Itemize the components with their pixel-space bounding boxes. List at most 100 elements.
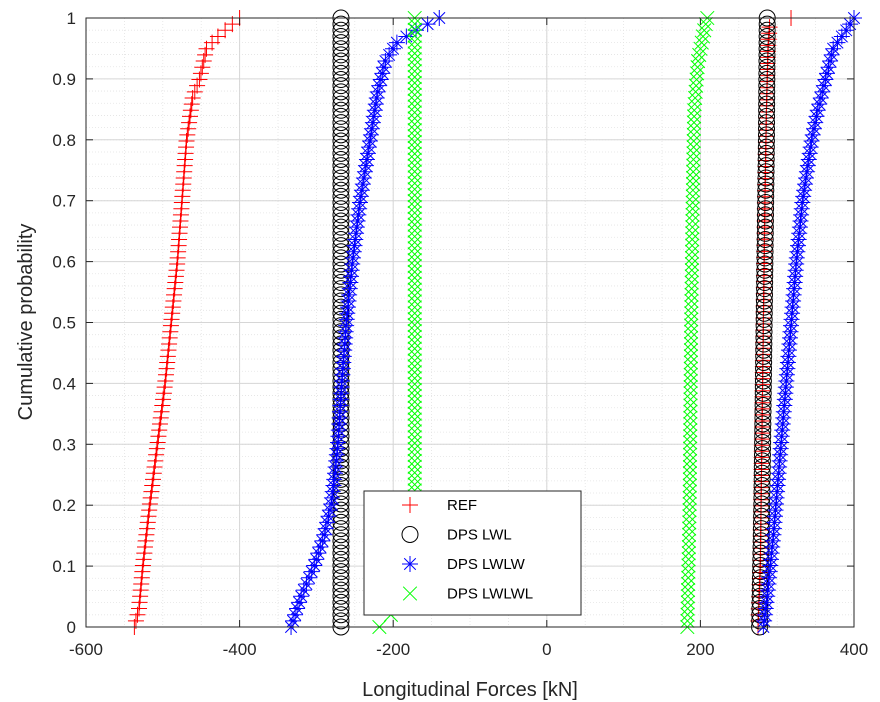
data-point <box>316 526 333 543</box>
data-point <box>781 329 798 346</box>
data-point <box>332 532 350 550</box>
data-point <box>332 150 350 168</box>
data-point <box>148 446 165 463</box>
data-point <box>756 606 773 623</box>
data-point <box>683 367 698 382</box>
data-point <box>686 127 701 143</box>
data-point <box>371 77 388 94</box>
data-point <box>754 390 772 408</box>
data-point <box>148 440 165 457</box>
legend-marker-asterisk <box>402 556 418 572</box>
data-point <box>303 563 320 580</box>
data-point <box>319 514 336 531</box>
data-point <box>407 359 422 374</box>
data-point <box>695 29 711 44</box>
data-point <box>686 121 702 136</box>
data-point <box>683 343 699 358</box>
data-point <box>135 551 152 568</box>
data-point <box>686 152 701 167</box>
data-point <box>151 416 168 432</box>
data-point <box>688 84 703 99</box>
data-point <box>332 101 350 119</box>
data-point <box>791 219 808 236</box>
data-point <box>332 21 350 39</box>
data-point <box>365 108 382 125</box>
data-point <box>136 539 153 556</box>
data-point <box>407 317 422 333</box>
data-point <box>407 447 422 463</box>
data-point <box>385 40 402 57</box>
data-point <box>155 391 172 408</box>
data-point <box>407 229 422 244</box>
data-point <box>332 606 350 624</box>
data-point <box>685 232 700 247</box>
data-point <box>684 250 700 266</box>
data-point <box>780 342 797 359</box>
data-point <box>407 211 422 226</box>
data-point <box>769 477 786 494</box>
data-point <box>758 107 776 125</box>
data-point <box>686 158 701 173</box>
data-point <box>388 34 405 51</box>
data-point <box>683 404 698 419</box>
data-point <box>407 158 422 173</box>
data-point <box>773 434 790 451</box>
data-point <box>684 256 700 272</box>
data-point <box>197 46 214 63</box>
data-point <box>157 372 174 389</box>
data-point <box>755 360 773 378</box>
data-point <box>787 268 804 285</box>
data-point <box>758 114 776 132</box>
data-point <box>178 133 195 150</box>
data-point <box>686 164 701 179</box>
data-point <box>332 200 350 218</box>
data-point <box>357 157 374 174</box>
data-point <box>755 304 773 322</box>
data-point <box>754 397 772 415</box>
data-point <box>753 452 771 470</box>
data-point <box>754 427 772 445</box>
data-point <box>756 212 774 230</box>
data-point <box>407 63 422 79</box>
data-point <box>306 557 323 574</box>
data-point <box>682 478 697 493</box>
data-point <box>754 378 772 396</box>
data-point <box>407 152 422 167</box>
data-point <box>160 342 177 359</box>
data-point <box>786 280 803 297</box>
data-point <box>407 258 422 274</box>
data-point <box>189 77 206 94</box>
data-point <box>783 311 800 328</box>
data-point <box>770 465 787 482</box>
data-point <box>332 15 350 33</box>
data-point <box>756 218 774 236</box>
data-point <box>757 194 775 212</box>
data-point <box>285 612 302 629</box>
data-point <box>164 299 181 316</box>
data-point <box>683 435 698 450</box>
data-point <box>682 502 697 518</box>
data-point <box>688 78 704 93</box>
data-point <box>141 495 158 512</box>
data-point <box>332 132 350 150</box>
data-point <box>159 354 176 371</box>
data-point <box>785 292 802 309</box>
data-point <box>332 587 350 605</box>
data-point <box>683 361 698 376</box>
data-point <box>325 477 342 494</box>
data-point <box>777 385 794 402</box>
data-point <box>209 28 226 45</box>
data-point <box>757 206 775 224</box>
data-point <box>352 188 369 205</box>
data-point <box>683 386 698 401</box>
data-point <box>141 502 158 519</box>
data-point <box>758 40 776 58</box>
data-point <box>768 489 785 506</box>
data-point <box>407 353 422 368</box>
data-point <box>685 238 700 253</box>
data-point <box>773 428 790 445</box>
data-point <box>407 465 422 480</box>
data-point <box>777 379 794 396</box>
data-point <box>790 231 807 248</box>
data-point <box>407 193 422 209</box>
